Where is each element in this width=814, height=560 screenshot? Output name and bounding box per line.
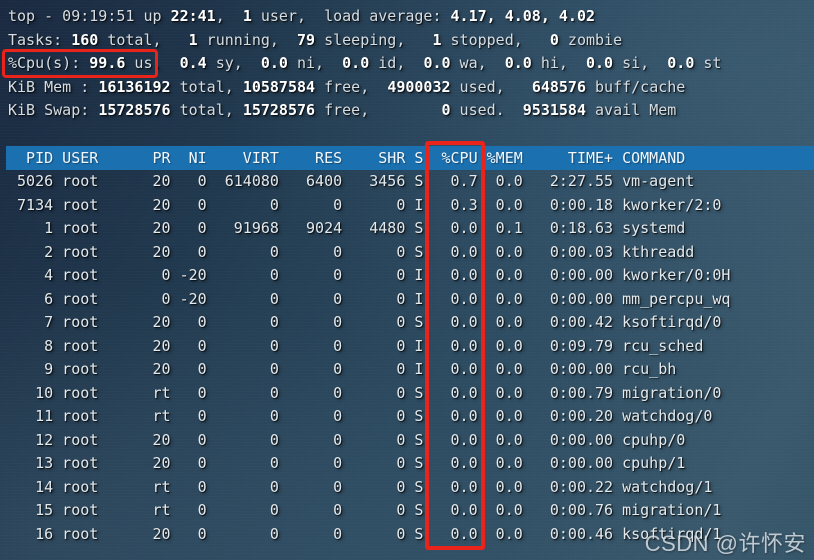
process-row-pid-11: 11 root rt 0 0 0 0 S 0.0 0.0 0:00.20 wat… [8,407,713,425]
process-row-pid-8: 8 root 20 0 0 0 0 I 0.0 0.0 0:09.79 rcu_… [8,336,704,355]
top-summary-area: top - 09:19:51 up 22:41, 1 user, load av… [0,0,814,123]
process-row-pid-1: 1 root 20 0 91968 9024 4480 S 0.0 0.1 0:… [8,219,686,237]
summary-line-5: KiB Swap: 15728576 total, 15728576 free,… [8,101,677,119]
process-row-pid-7134: 7134 root 20 0 0 0 0 I 0.3 0.0 0:00.18 k… [8,195,722,214]
process-row-pid-13: 13 root 20 0 0 0 0 S 0.0 0.0 0:00.00 cpu… [8,454,686,472]
summary-line-2: Tasks: 160 total, 1 running, 79 sleeping… [8,30,623,49]
summary-line-1: top - 09:19:51 up 22:41, 1 user, load av… [8,7,596,25]
summary-line-4: KiB Mem : 16136192 total, 10587584 free,… [8,77,686,96]
process-row-pid-6: 6 root 0 -20 0 0 0 I 0.0 0.0 0:00.00 mm_… [8,289,731,308]
watermark: CSDN @许怀安 [644,531,806,556]
process-table-column-headers: PID USER PR NI VIRT RES SHR S %CPU %MEM … [6,146,814,170]
process-row-pid-10: 10 root rt 0 0 0 0 S 0.0 0.0 0:00.79 mig… [8,383,722,402]
summary-line-3: %Cpu(s): 99.6 us, 0.4 sy, 0.0 ni, 0.0 id… [8,54,722,72]
process-row-pid-7: 7 root 20 0 0 0 0 S 0.0 0.0 0:00.42 ksof… [8,313,722,331]
process-table-header-bar: PID USER PR NI VIRT RES SHR S %CPU %MEM … [0,146,814,170]
process-row-pid-12: 12 root 20 0 0 0 0 S 0.0 0.0 0:00.00 cpu… [8,430,686,449]
blank-line [0,123,814,147]
process-row-pid-14: 14 root rt 0 0 0 0 S 0.0 0.0 0:00.22 wat… [8,477,713,496]
process-row-pid-2: 2 root 20 0 0 0 0 S 0.0 0.0 0:00.03 kthr… [8,242,695,261]
process-row-pid-15: 15 root rt 0 0 0 0 S 0.0 0.0 0:00.76 mig… [8,501,722,519]
process-row-pid-5026: 5026 root 20 0 614080 6400 3456 S 0.7 0.… [8,172,695,190]
process-row-pid-4: 4 root 0 -20 0 0 0 I 0.0 0.0 0:00.00 kwo… [8,266,731,284]
process-row-pid-9: 9 root 20 0 0 0 0 I 0.0 0.0 0:00.00 rcu_… [8,360,677,378]
process-row-pid-16: 16 root 20 0 0 0 0 S 0.0 0.0 0:00.46 kso… [8,524,722,543]
process-table-body: 5026 root 20 0 614080 6400 3456 S 0.7 0.… [0,170,814,546]
